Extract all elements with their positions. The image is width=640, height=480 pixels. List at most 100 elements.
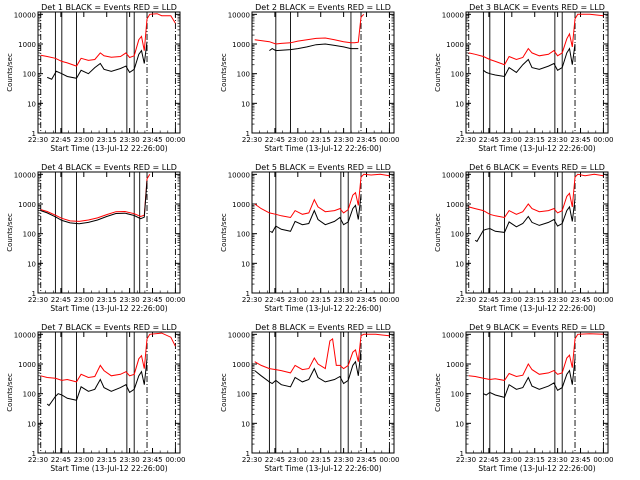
x-tick-label: 23:15 — [525, 456, 545, 464]
y-tick-label: 100 — [451, 71, 464, 79]
panel-title: Det 3 BLACK = Events RED = LLD — [469, 3, 605, 12]
y-axis-label: Counts/sec — [6, 213, 14, 252]
y-tick-label: 10000 — [14, 11, 36, 19]
x-tick-label: 22:30 — [242, 456, 262, 464]
plot-area — [254, 12, 390, 133]
plot-area — [468, 12, 604, 133]
plot-frame — [465, 171, 609, 294]
y-tick-label: 1000 — [18, 201, 36, 209]
y-tick-label: 100 — [237, 231, 250, 239]
detector-panel-8: Det 8 BLACK = Events RED = LLD 1 10 100 1000… — [220, 323, 400, 473]
y-tick-label: 10 — [241, 260, 250, 268]
y-tick-label: 10 — [27, 420, 36, 428]
x-tick-label: 00:00 — [593, 296, 613, 304]
panel-title: Det 4 BLACK = Events RED = LLD — [41, 163, 177, 172]
y-tick-label: 1 — [32, 450, 36, 458]
x-axis-label: Start Time (13-Jul-12 22:26:00) — [50, 304, 167, 313]
lld-series-line — [468, 13, 604, 66]
x-tick-label: 23:15 — [525, 136, 545, 144]
y-tick-label: 10000 — [14, 331, 36, 339]
y-tick-label: 100 — [23, 231, 36, 239]
y-tick-label: 10000 — [442, 331, 464, 339]
panel-title: Det 6 BLACK = Events RED = LLD — [469, 163, 605, 172]
events-series-line — [40, 180, 148, 225]
x-tick-label: 23:30 — [120, 296, 140, 304]
y-tick-label: 10 — [27, 100, 36, 108]
detector-panel-6: Det 6 BLACK = Events RED = LLD 1 10 100 1000… — [434, 163, 614, 313]
y-tick-label: 1 — [460, 290, 464, 298]
plot-frame — [465, 11, 609, 134]
x-tick-label: 23:45 — [142, 136, 162, 144]
y-tick-label: 10 — [27, 260, 36, 268]
plot-frame — [37, 171, 181, 294]
detector-panel-3: Det 3 BLACK = Events RED = LLD 1 10 100 1000… — [434, 3, 614, 153]
x-tick-label: 23:45 — [356, 136, 376, 144]
panel-title: Det 7 BLACK = Events RED = LLD — [41, 323, 177, 332]
y-tick-label: 1000 — [446, 41, 464, 49]
detector-panel-1: Det 1 BLACK = Events RED = LLD 1 10 100 1000… — [6, 3, 186, 153]
plot-frame — [37, 11, 181, 134]
x-tick-label: 23:00 — [502, 296, 522, 304]
x-tick-label: 23:30 — [120, 136, 140, 144]
x-tick-label: 22:45 — [479, 296, 499, 304]
x-tick-label: 22:45 — [265, 136, 285, 144]
y-tick-label: 1000 — [18, 361, 36, 369]
x-axis-label: Start Time (13-Jul-12 22:26:00) — [478, 464, 595, 473]
x-tick-label: 00:00 — [379, 456, 399, 464]
lld-series-line — [40, 174, 151, 222]
lld-series-line — [254, 13, 365, 45]
x-tick-label: 22:45 — [51, 296, 71, 304]
y-tick-label: 10000 — [14, 171, 36, 179]
plot-area — [468, 332, 604, 453]
x-tick-label: 23:45 — [570, 136, 590, 144]
y-tick-label: 1 — [460, 130, 464, 138]
x-tick-label: 23:45 — [356, 296, 376, 304]
x-tick-label: 00:00 — [593, 136, 613, 144]
detector-panel-9: Det 9 BLACK = Events RED = LLD 1 10 100 1000… — [434, 323, 614, 473]
plot-frame — [251, 11, 395, 134]
plot-frame — [37, 331, 181, 454]
x-tick-label: 22:45 — [479, 456, 499, 464]
y-tick-label: 100 — [23, 391, 36, 399]
x-tick-label: 23:45 — [142, 456, 162, 464]
events-series-line — [474, 198, 576, 243]
events-series-line — [254, 349, 362, 388]
x-axis-label: Start Time (13-Jul-12 22:26:00) — [264, 464, 381, 473]
y-tick-label: 10000 — [228, 171, 250, 179]
x-tick-label: 22:30 — [242, 136, 262, 144]
y-tick-label: 1 — [246, 130, 250, 138]
plot-frame — [251, 171, 395, 294]
x-tick-label: 23:30 — [120, 456, 140, 464]
x-tick-label: 00:00 — [379, 136, 399, 144]
detector-panel-7: Det 7 BLACK = Events RED = LLD 1 10 100 1000… — [6, 323, 186, 473]
plot-area — [254, 172, 390, 293]
y-tick-label: 1000 — [232, 201, 250, 209]
y-tick-label: 1 — [460, 450, 464, 458]
y-axis-label: Counts/sec — [220, 53, 228, 92]
y-axis-label: Counts/sec — [6, 373, 14, 412]
x-tick-label: 23:45 — [142, 296, 162, 304]
x-tick-label: 23:00 — [74, 296, 94, 304]
x-tick-label: 23:15 — [311, 456, 331, 464]
x-tick-label: 23:30 — [548, 296, 568, 304]
y-axis-label: Counts/sec — [434, 213, 442, 252]
y-tick-label: 10 — [455, 100, 464, 108]
y-axis-label: Counts/sec — [434, 373, 442, 412]
x-tick-label: 23:30 — [334, 456, 354, 464]
y-axis-label: Counts/sec — [6, 53, 14, 92]
plot-frame — [251, 331, 395, 454]
x-tick-label: 23:00 — [502, 136, 522, 144]
events-series-line — [47, 41, 148, 80]
y-axis-label: Counts/sec — [434, 53, 442, 92]
y-tick-label: 1 — [32, 130, 36, 138]
y-tick-label: 100 — [23, 71, 36, 79]
events-series-line — [483, 43, 576, 78]
panel-title: Det 1 BLACK = Events RED = LLD — [41, 3, 177, 12]
y-tick-label: 1 — [246, 290, 250, 298]
detector-panel-5: Det 5 BLACK = Events RED = LLD 1 10 100 1000… — [220, 163, 400, 313]
y-tick-label: 10000 — [442, 171, 464, 179]
panel-title: Det 2 BLACK = Events RED = LLD — [255, 3, 391, 12]
y-tick-label: 1000 — [446, 201, 464, 209]
y-axis-label: Counts/sec — [220, 213, 228, 252]
